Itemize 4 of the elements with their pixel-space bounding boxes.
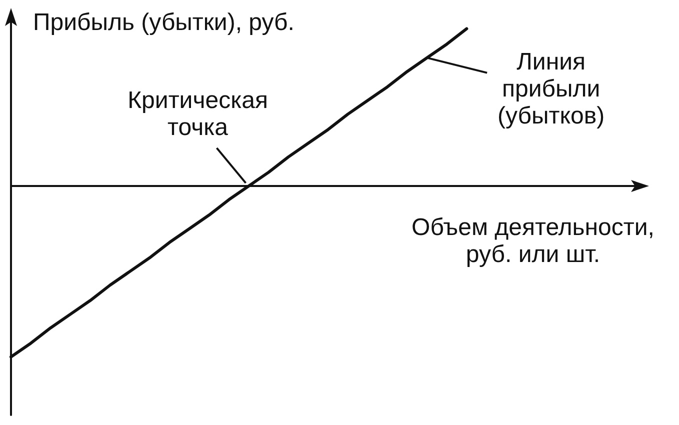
y-axis-title: Прибыль (убытки), руб. <box>33 9 294 36</box>
annotation: Критическая точка <box>128 86 268 141</box>
x-axis-title: Объем деятельности, руб. или шт. <box>412 214 654 268</box>
legend-label: Линия прибыли (убытков) <box>498 48 605 130</box>
